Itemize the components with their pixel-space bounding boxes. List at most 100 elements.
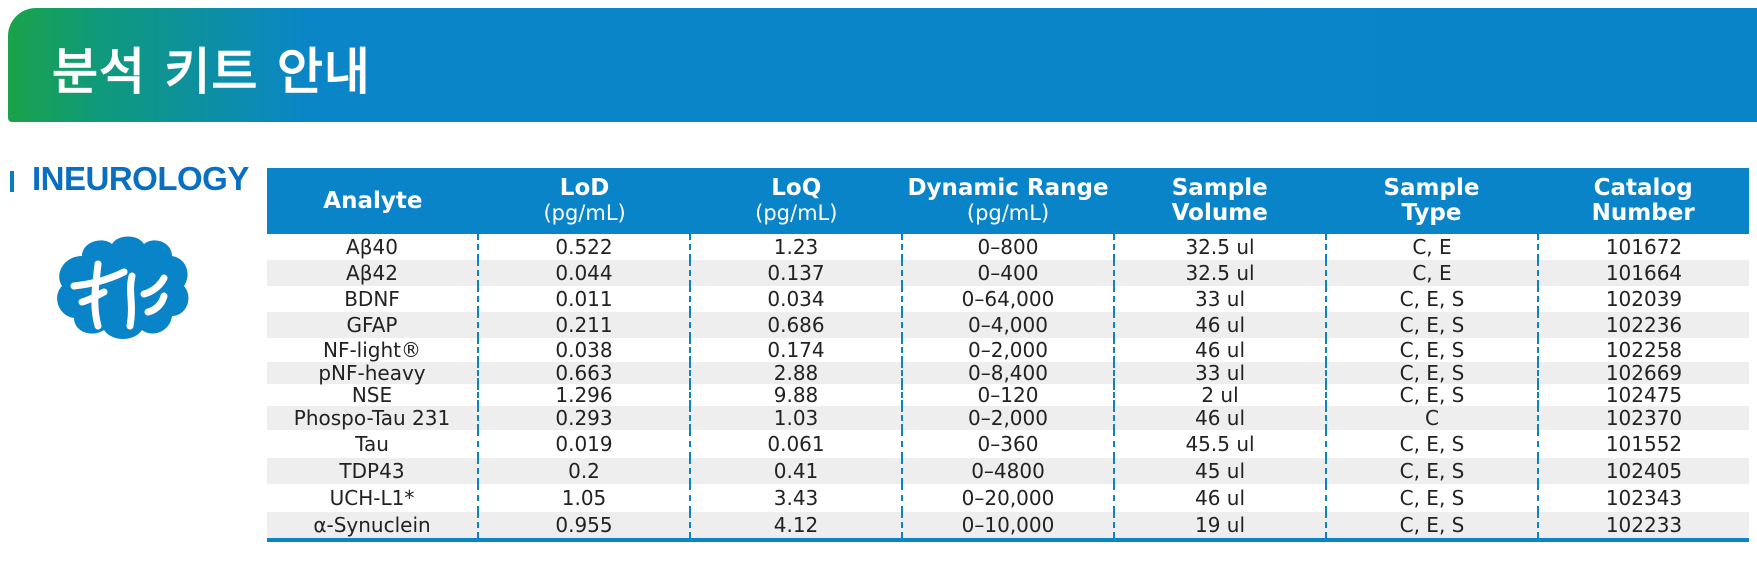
column-header: LoD (pg/mL) bbox=[479, 168, 691, 234]
table-cell: 4.12 bbox=[691, 512, 903, 538]
table-cell: 102343 bbox=[1605, 486, 1683, 510]
table-header: Analyte LoD (pg/mL) LoQ (pg/mL) Dynamic Range… bbox=[267, 168, 1749, 234]
brain-icon bbox=[57, 236, 189, 339]
table-cell: 102039 bbox=[1605, 287, 1683, 311]
table-row: GFAP 0.211 0.686 0–4,000 46 ul C, E, S 102236 bbox=[267, 312, 1749, 338]
table-cell: 0–2,000 bbox=[903, 406, 1115, 430]
table-cell: 0.044 bbox=[479, 260, 691, 286]
table-cell: 0–4800 bbox=[903, 458, 1115, 484]
table-cell: 2 ul bbox=[1115, 383, 1327, 407]
table-cell: 0–120 bbox=[903, 383, 1115, 407]
column-header: LoQ (pg/mL) bbox=[690, 168, 902, 234]
table-cell: 0–360 bbox=[903, 430, 1115, 458]
table-row: Aβ42 0.044 0.137 0–400 32.5 ul C, E 101664 bbox=[267, 260, 1749, 286]
table-cell: 0–64,000 bbox=[903, 286, 1115, 312]
table-row: Phospo-Tau 231 0.293 1.03 0–2,000 46 ul C 1023… bbox=[267, 406, 1749, 430]
table-row: α-Synuclein 0.955 4.12 0–10,000 19 ul C, E, S… bbox=[267, 512, 1749, 538]
table-cell: 102233 bbox=[1605, 513, 1683, 537]
table-cell: C, E, S bbox=[1327, 430, 1539, 458]
table-cell: 102405 bbox=[1605, 459, 1683, 483]
table-cell: C, E, S bbox=[1327, 312, 1539, 338]
column-header-unit: Number bbox=[1591, 200, 1695, 226]
column-header-unit: Type bbox=[1401, 200, 1462, 226]
table-cell: C, E, S bbox=[1327, 286, 1539, 312]
table-row: TDP43 0.2 0.41 0–4800 45 ul C, E, S 102405 bbox=[267, 458, 1749, 484]
table-row: BDNF 0.011 0.034 0–64,000 33 ul C, E, S 102039 bbox=[267, 286, 1749, 312]
table-cell: Aβ40 bbox=[267, 234, 479, 260]
table-cell: 0.038 bbox=[479, 338, 691, 362]
table-cell: 0.41 bbox=[691, 458, 903, 484]
table-cell: Phospo-Tau 231 bbox=[267, 406, 479, 430]
column-header: Dynamic Range (pg/mL) bbox=[902, 168, 1114, 234]
column-header: Catalog Number bbox=[1537, 168, 1749, 234]
table-cell: 0.061 bbox=[691, 430, 903, 458]
column-header: Sample Type bbox=[1326, 168, 1538, 234]
table-cell: 0–2,000 bbox=[903, 338, 1115, 362]
table-cell: 19 ul bbox=[1115, 512, 1327, 538]
table-cell: Aβ42 bbox=[267, 260, 479, 286]
table-cell: 0–800 bbox=[903, 234, 1115, 260]
table-cell: 32.5 ul bbox=[1115, 234, 1327, 260]
section-marker bbox=[10, 171, 14, 192]
column-header-title: Analyte bbox=[323, 187, 423, 214]
table-cell: C, E, S bbox=[1327, 383, 1539, 407]
section-title: INEUROLOGY bbox=[32, 160, 249, 197]
table-cell: 46 ul bbox=[1115, 338, 1327, 362]
table-cell: 0.174 bbox=[691, 338, 903, 362]
table-cell: 0.522 bbox=[479, 234, 691, 260]
analysis-kit-table: Analyte LoD (pg/mL) LoQ (pg/mL) Dynamic Range… bbox=[267, 168, 1749, 542]
column-header-unit: (pg/mL) bbox=[543, 201, 626, 225]
column-header-title: LoD bbox=[559, 175, 610, 201]
table-cell: 46 ul bbox=[1115, 312, 1327, 338]
table-cell: 1.296 bbox=[479, 383, 691, 407]
table-cell: C, E, S bbox=[1327, 458, 1539, 484]
table-cell: 1.05 bbox=[479, 484, 691, 512]
table-cell: 46 ul bbox=[1115, 484, 1327, 512]
column-header-unit: (pg/mL) bbox=[966, 201, 1050, 225]
table-cell: Tau bbox=[267, 430, 479, 458]
table-cell: 0.019 bbox=[479, 430, 691, 458]
table-cell: 101664 bbox=[1605, 261, 1683, 285]
table-row: UCH-L1* 1.05 3.43 0–20,000 46 ul C, E, S 10234… bbox=[267, 484, 1749, 512]
table-cell: 101672 bbox=[1605, 235, 1683, 259]
table-cell: 45 ul bbox=[1115, 458, 1327, 484]
column-header-title: Dynamic Range bbox=[907, 175, 1109, 201]
table-cell: 33 ul bbox=[1115, 286, 1327, 312]
table-cell: C, E, S bbox=[1327, 512, 1539, 538]
table-cell: 9.88 bbox=[691, 383, 903, 407]
table-row: NSE 1.296 9.88 0–120 2 ul C, E, S 102475 bbox=[267, 383, 1749, 407]
column-header-title: Catalog bbox=[1593, 175, 1693, 201]
table-row: Aβ40 0.522 1.23 0–800 32.5 ul C, E 101672 bbox=[267, 234, 1749, 260]
column-header-title: Sample bbox=[1383, 175, 1480, 201]
page-title: 분석 키트 안내 bbox=[52, 43, 371, 101]
table-cell: 102669 bbox=[1605, 361, 1683, 385]
table-cell: NF-light® bbox=[267, 338, 479, 362]
table-cell: C bbox=[1327, 406, 1539, 430]
table-cell: 101552 bbox=[1605, 432, 1683, 456]
table-cell: C, E, S bbox=[1327, 338, 1539, 362]
table-cell: TDP43 bbox=[267, 458, 479, 484]
table-body: Aβ40 0.522 1.23 0–800 32.5 ul C, E 101672 Aβ42 0… bbox=[267, 234, 1749, 538]
table-cell: 45.5 ul bbox=[1115, 430, 1327, 458]
table-cell: 0.2 bbox=[479, 458, 691, 484]
table-cell: 0–4,000 bbox=[903, 312, 1115, 338]
table-cell: 0.293 bbox=[479, 406, 691, 430]
table-cell: 102258 bbox=[1605, 338, 1683, 362]
table-cell: BDNF bbox=[267, 286, 479, 312]
table-row: Tau 0.019 0.061 0–360 45.5 ul C, E, S 101552 bbox=[267, 430, 1749, 458]
table-cell: 0–10,000 bbox=[903, 512, 1115, 538]
table-cell: 0.955 bbox=[479, 512, 691, 538]
table-bottom-rule bbox=[267, 538, 1749, 542]
table-cell: 0–20,000 bbox=[903, 484, 1115, 512]
table-row: NF-light® 0.038 0.174 0–2,000 46 ul C, E, S 10… bbox=[267, 338, 1749, 362]
table-cell: 102370 bbox=[1605, 406, 1683, 430]
table-cell: 0–8,400 bbox=[903, 361, 1115, 385]
column-header-title: LoQ bbox=[771, 175, 822, 201]
table-cell: C, E bbox=[1327, 234, 1539, 260]
table-row: pNF-heavy 0.663 2.88 0–8,400 33 ul C, E, S 102… bbox=[267, 361, 1749, 385]
table-cell: C, E, S bbox=[1327, 361, 1539, 385]
table-cell: 0.011 bbox=[479, 286, 691, 312]
column-header: Sample Volume bbox=[1114, 168, 1326, 234]
table-cell: 0.211 bbox=[479, 312, 691, 338]
table-cell: 46 ul bbox=[1115, 406, 1327, 430]
